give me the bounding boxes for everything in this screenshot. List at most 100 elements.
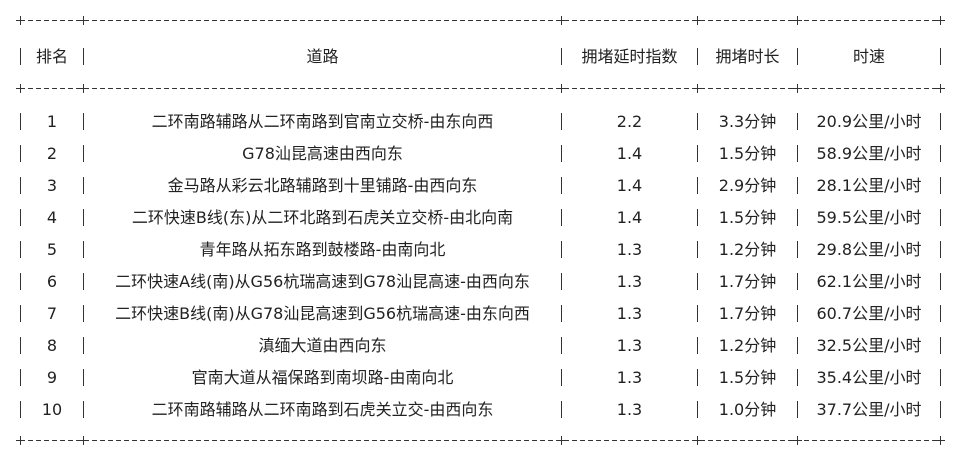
speed-cell: 60.7公里/小时 (816, 304, 922, 323)
column-separator (697, 177, 698, 194)
rank-cell: 2 (46, 144, 58, 163)
column-separator (940, 369, 941, 386)
column-separator (797, 401, 798, 418)
column-separator (20, 209, 21, 226)
table-row: 2 G78汕昆高速由西向东 1.4 1.5分钟 58.9公里/小时 (0, 143, 959, 165)
column-separator (697, 241, 698, 258)
speed-cell: 59.5公里/小时 (816, 208, 922, 227)
table-bottom-border (20, 440, 941, 441)
column-separator (940, 273, 941, 290)
duration-cell: 1.5分钟 (718, 208, 777, 227)
column-separator (20, 113, 21, 130)
table-row: 7 二环快速B线(南)从G78汕昆高速到G56杭瑞高速-由东向西 1.3 1.7分钟 6… (0, 303, 959, 325)
table-row: 6 二环快速A线(南)从G56杭瑞高速到G78汕昆高速-由西向东 1.3 1.7分钟 6… (0, 271, 959, 293)
border-corner (936, 16, 945, 25)
header-separator (20, 88, 941, 89)
column-separator (83, 145, 84, 162)
road-cell: G78汕昆高速由西向东 (242, 144, 403, 163)
rank-cell: 3 (46, 176, 58, 195)
column-separator (561, 273, 562, 290)
border-corner (79, 436, 88, 445)
duration-cell: 拥堵时长 (715, 47, 780, 66)
border-corner (16, 436, 25, 445)
column-separator (797, 48, 798, 65)
border-corner (793, 16, 802, 25)
column-separator (83, 305, 84, 322)
column-separator (797, 177, 798, 194)
duration-cell: 1.7分钟 (718, 304, 777, 323)
road-cell: 金马路从彩云北路辅路到十里铺路-由西向东 (167, 176, 478, 195)
road-cell: 二环南路辅路从二环南路到官南立交桥-由东向西 (151, 112, 494, 131)
column-separator (561, 48, 562, 65)
rank-cell: 9 (46, 368, 58, 387)
column-separator (83, 209, 84, 226)
column-separator (20, 48, 21, 65)
column-separator (697, 209, 698, 226)
column-separator (561, 177, 562, 194)
column-separator (797, 145, 798, 162)
speed-cell: 35.4公里/小时 (816, 368, 922, 387)
duration-cell: 1.2分钟 (718, 336, 777, 355)
column-separator (697, 48, 698, 65)
delay-index-cell: 1.4 (616, 176, 643, 195)
column-separator (797, 273, 798, 290)
border-corner (693, 436, 702, 445)
column-separator (20, 177, 21, 194)
column-separator (940, 337, 941, 354)
column-separator (697, 145, 698, 162)
column-separator (83, 241, 84, 258)
column-separator (940, 48, 941, 65)
column-separator (561, 113, 562, 130)
border-corner (79, 84, 88, 93)
rank-cell: 8 (46, 336, 58, 355)
table-row: 4 二环快速B线(东)从二环北路到石虎关立交桥-由北向南 1.4 1.5分钟 59.5公… (0, 207, 959, 229)
column-separator (697, 273, 698, 290)
border-corner (557, 16, 566, 25)
column-separator (83, 177, 84, 194)
duration-cell: 3.3分钟 (718, 112, 777, 131)
delay-index-cell: 1.3 (616, 240, 643, 259)
rank-cell: 排名 (35, 47, 68, 66)
column-separator (697, 305, 698, 322)
column-separator (940, 305, 941, 322)
delay-index-cell: 1.4 (616, 144, 643, 163)
table-row: 10 二环南路辅路从二环南路到石虎关立交-由西向东 1.3 1.0分钟 37.7公里/小… (0, 399, 959, 421)
column-separator (697, 337, 698, 354)
delay-index-cell: 2.2 (616, 112, 643, 131)
duration-cell: 1.2分钟 (718, 240, 777, 259)
speed-cell: 37.7公里/小时 (816, 400, 922, 419)
column-separator (561, 209, 562, 226)
column-separator (940, 145, 941, 162)
delay-index-cell: 1.3 (616, 272, 643, 291)
road-cell: 道路 (306, 47, 339, 66)
duration-cell: 2.9分钟 (718, 176, 777, 195)
speed-cell: 时速 (852, 47, 885, 66)
speed-cell: 62.1公里/小时 (816, 272, 922, 291)
rank-cell: 4 (46, 208, 58, 227)
border-corner (16, 16, 25, 25)
delay-index-cell: 1.3 (616, 336, 643, 355)
column-separator (83, 337, 84, 354)
column-separator (20, 401, 21, 418)
border-corner (79, 16, 88, 25)
column-separator (561, 241, 562, 258)
table-row: 1 二环南路辅路从二环南路到官南立交桥-由东向西 2.2 3.3分钟 20.9公里/小时 (0, 111, 959, 133)
delay-index-cell: 1.4 (616, 208, 643, 227)
column-separator (797, 113, 798, 130)
duration-cell: 1.5分钟 (718, 368, 777, 387)
road-cell: 滇缅大道由西向东 (258, 336, 387, 355)
border-corner (16, 84, 25, 93)
border-corner (936, 436, 945, 445)
column-separator (20, 145, 21, 162)
duration-cell: 1.7分钟 (718, 272, 777, 291)
delay-index-cell: 1.3 (616, 400, 643, 419)
speed-cell: 28.1公里/小时 (816, 176, 922, 195)
column-separator (561, 369, 562, 386)
border-corner (557, 84, 566, 93)
speed-cell: 58.9公里/小时 (816, 144, 922, 163)
column-separator (697, 401, 698, 418)
column-separator (940, 177, 941, 194)
column-separator (20, 305, 21, 322)
table-row: 8 滇缅大道由西向东 1.3 1.2分钟 32.5公里/小时 (0, 335, 959, 357)
column-separator (83, 369, 84, 386)
